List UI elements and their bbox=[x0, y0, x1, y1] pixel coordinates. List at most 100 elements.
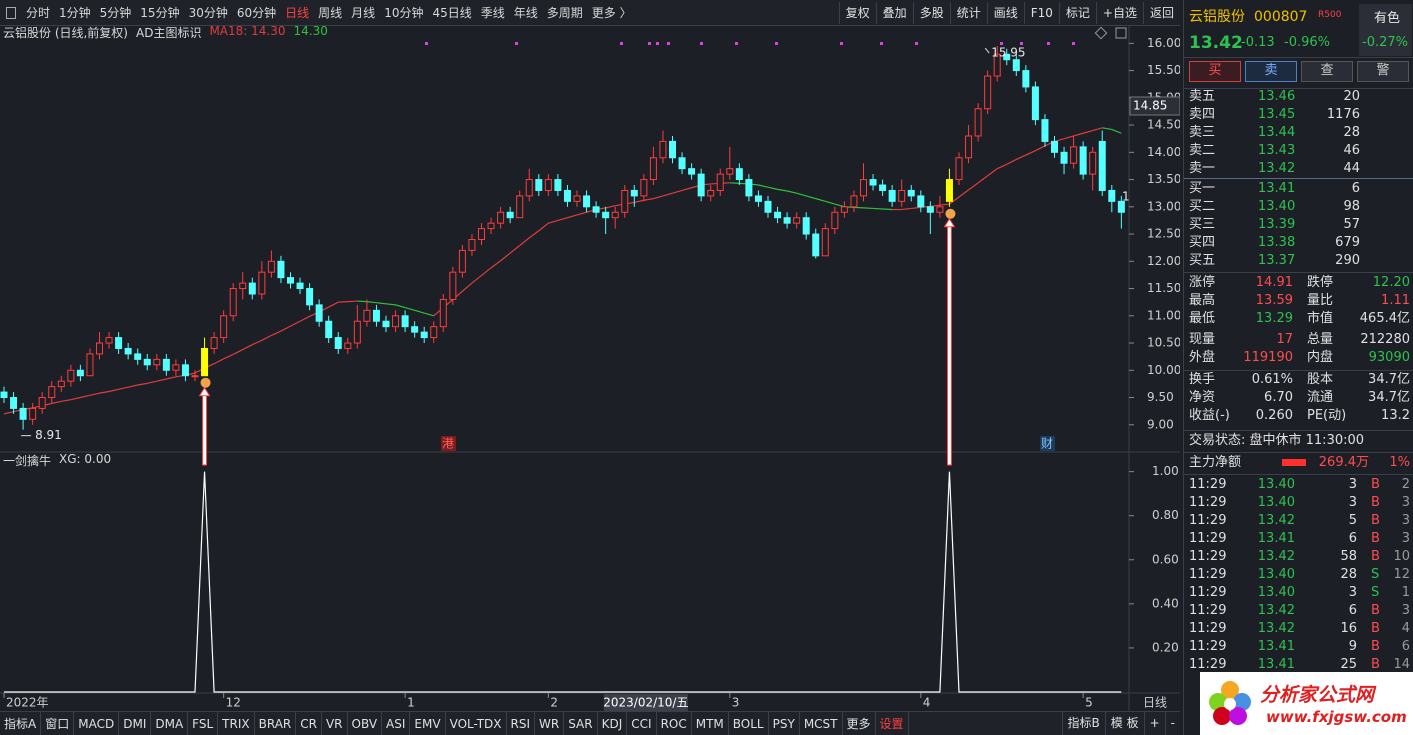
indicator-tab[interactable]: ASI bbox=[382, 711, 411, 735]
candle-body bbox=[659, 140, 667, 159]
tool-button[interactable]: 复权 bbox=[838, 2, 876, 24]
candle-body bbox=[917, 195, 925, 208]
tool-button[interactable]: 画线 bbox=[986, 2, 1024, 24]
period-tab[interactable]: 更多 〉 bbox=[591, 6, 632, 20]
candle-body bbox=[821, 228, 829, 257]
stat-value: 0.61% bbox=[1251, 372, 1293, 387]
indicator-tab[interactable]: VR bbox=[322, 711, 348, 735]
period-tab[interactable]: 月线 bbox=[351, 6, 376, 20]
tool-button[interactable]: +自选 bbox=[1095, 2, 1143, 24]
indicator-tab[interactable]: + bbox=[1143, 711, 1165, 735]
trade-button[interactable]: 查 bbox=[1301, 61, 1353, 82]
tool-button[interactable]: 叠加 bbox=[875, 2, 913, 24]
indicator-tab[interactable]: - bbox=[1164, 711, 1180, 735]
ma-line bbox=[213, 358, 224, 365]
indicator-tab[interactable]: DMI bbox=[119, 711, 152, 735]
indicator-tab[interactable]: ROC bbox=[657, 711, 692, 735]
period-tab[interactable]: 30分钟 bbox=[188, 6, 228, 20]
indicator-tab[interactable]: CCI bbox=[627, 711, 657, 735]
indicator-tab[interactable]: DMA bbox=[151, 711, 189, 735]
indicator-tab[interactable]: 指标A bbox=[0, 711, 42, 735]
indicator-tab[interactable]: RSI bbox=[507, 711, 536, 735]
period-tab[interactable]: 日线 bbox=[285, 6, 310, 20]
indicator-tab[interactable]: MACD bbox=[74, 711, 120, 735]
trade-count: 6 bbox=[1401, 639, 1410, 654]
indicator-tab[interactable]: BOLL bbox=[729, 711, 769, 735]
event-box bbox=[1040, 436, 1055, 451]
trade-count: 3 bbox=[1401, 531, 1410, 546]
stat-label: 市值 bbox=[1307, 311, 1334, 326]
stock-badge: R500 bbox=[1318, 10, 1342, 20]
book-label: 买三 bbox=[1189, 217, 1216, 232]
indicator-tab[interactable]: 窗口 bbox=[41, 711, 75, 735]
indicator-tab[interactable]: 更多 bbox=[843, 711, 876, 735]
candle-body bbox=[678, 157, 686, 170]
ma-line bbox=[567, 214, 578, 219]
period-tab[interactable]: 年线 bbox=[513, 6, 538, 20]
y-tick-label: 11.00 bbox=[1147, 308, 1180, 322]
ma-line bbox=[481, 267, 492, 276]
sidebar-toggle[interactable] bbox=[6, 7, 16, 19]
pane-icon[interactable] bbox=[1094, 26, 1108, 40]
indicator-tab[interactable]: SAR bbox=[564, 711, 598, 735]
period-tab[interactable]: 15分钟 bbox=[140, 6, 180, 20]
period-toolbar: 分时 1分钟 5分钟 15分钟 30分钟 60分钟 日线 周线 月线 10分钟 45日线 季线 年线 多周… bbox=[0, 0, 1180, 26]
candle-body bbox=[649, 157, 657, 181]
indicator-tab[interactable]: 设置 bbox=[876, 711, 909, 735]
tool-button[interactable]: 多股 bbox=[912, 2, 950, 24]
ma-line bbox=[51, 400, 62, 405]
ma-line bbox=[328, 301, 339, 308]
ma-line bbox=[949, 196, 960, 205]
ma-line bbox=[643, 198, 654, 201]
tool-button[interactable]: 统计 bbox=[949, 2, 987, 24]
candle-body bbox=[143, 358, 151, 366]
trade-button[interactable]: 卖 bbox=[1245, 61, 1297, 82]
separator bbox=[1184, 430, 1413, 431]
indicator-tab[interactable]: TRIX bbox=[218, 711, 255, 735]
trade-time: 11:29 bbox=[1189, 567, 1227, 582]
x-tick-label: 4 bbox=[923, 696, 931, 710]
period-tab[interactable]: 60分钟 bbox=[236, 6, 277, 20]
period-tab[interactable]: 45日线 bbox=[432, 6, 472, 20]
candle-body bbox=[458, 249, 466, 273]
pane-icon[interactable] bbox=[1115, 27, 1127, 39]
tool-button[interactable]: F10 bbox=[1023, 2, 1059, 24]
period-tab[interactable]: 多周期 bbox=[546, 6, 583, 20]
ma-line bbox=[70, 396, 81, 401]
trade-side: B bbox=[1371, 495, 1380, 510]
ma-line bbox=[1082, 129, 1093, 134]
indicator-tab[interactable]: OBV bbox=[348, 711, 383, 735]
indicator-tab[interactable]: FSL bbox=[188, 711, 219, 735]
period-tab[interactable]: 1分钟 bbox=[59, 6, 91, 20]
period-tab[interactable]: 季线 bbox=[480, 6, 505, 20]
period-tab[interactable]: 5分钟 bbox=[99, 6, 132, 20]
trade-time: 11:29 bbox=[1189, 585, 1227, 600]
indicator-tab[interactable]: CR bbox=[296, 711, 322, 735]
x-tick-label: 2022年 bbox=[6, 696, 49, 710]
indicator-tab[interactable]: MTM bbox=[692, 711, 729, 735]
indicator-tab[interactable]: MCST bbox=[800, 711, 843, 735]
indicator-tab[interactable]: 模 板 bbox=[1104, 711, 1144, 735]
period-tab[interactable]: 分时 bbox=[26, 6, 51, 20]
period-tab[interactable]: 10分钟 bbox=[384, 6, 424, 20]
candle-body bbox=[936, 206, 944, 213]
indicator-tab[interactable]: WR bbox=[535, 711, 565, 735]
stat-value: 12.20 bbox=[1372, 275, 1410, 290]
trade-button[interactable]: 买 bbox=[1189, 61, 1241, 82]
indicator-tab[interactable]: BRAR bbox=[255, 711, 297, 735]
candle-body bbox=[1041, 119, 1049, 142]
ma-line bbox=[424, 312, 434, 317]
stat-label: 现量 bbox=[1189, 332, 1216, 347]
period-tab[interactable]: 周线 bbox=[318, 6, 343, 20]
tool-button[interactable]: 标记 bbox=[1058, 2, 1096, 24]
candle-body bbox=[735, 168, 743, 181]
indicator-tab[interactable]: VOL-TDX bbox=[446, 711, 507, 735]
ma-line bbox=[729, 182, 740, 184]
tool-button[interactable]: 返回 bbox=[1142, 2, 1180, 24]
ma-line bbox=[242, 344, 253, 351]
trade-button[interactable]: 警 bbox=[1357, 61, 1409, 82]
indicator-tab[interactable]: 指标B bbox=[1061, 711, 1105, 735]
indicator-tab[interactable]: PSY bbox=[769, 711, 800, 735]
indicator-tab[interactable]: KDJ bbox=[598, 711, 628, 735]
indicator-tab[interactable]: EMV bbox=[410, 711, 446, 735]
